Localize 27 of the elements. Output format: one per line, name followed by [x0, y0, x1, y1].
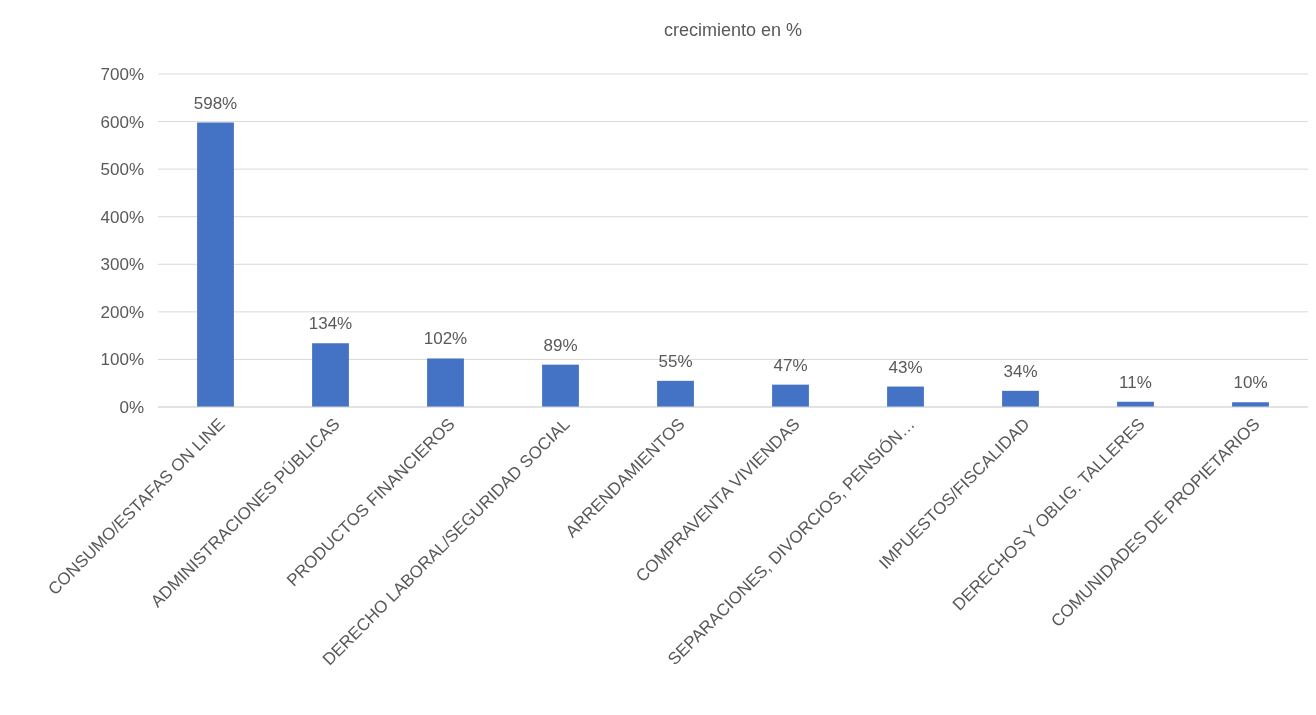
y-tick-label: 600%: [100, 112, 144, 132]
bar: [542, 364, 579, 407]
data-label: 11%: [1119, 372, 1152, 392]
y-tick-label: 500%: [100, 160, 144, 180]
bar: [887, 386, 924, 407]
data-label: 43%: [888, 357, 923, 377]
y-tick-label: 100%: [100, 350, 144, 370]
data-label: 89%: [543, 335, 578, 355]
y-tick-label: 300%: [100, 255, 144, 275]
bar: [312, 343, 349, 407]
bar: [772, 384, 809, 407]
data-label: 47%: [773, 355, 808, 375]
y-tick-label: 400%: [100, 207, 144, 227]
y-tick-label: 200%: [100, 302, 144, 322]
data-label: 134%: [308, 314, 353, 334]
y-tick-label: 700%: [100, 64, 144, 84]
y-tick-label: 0%: [119, 397, 144, 417]
bar: [657, 380, 694, 407]
data-label: 55%: [658, 351, 693, 371]
data-label: 34%: [1003, 361, 1038, 381]
data-label: 10%: [1233, 373, 1268, 393]
chart-title: crecimiento en %: [663, 20, 803, 40]
data-label: 598%: [193, 93, 238, 113]
bar: [427, 358, 464, 407]
bar: [197, 122, 234, 407]
bar: [1002, 390, 1039, 407]
data-label: 102%: [423, 329, 468, 349]
